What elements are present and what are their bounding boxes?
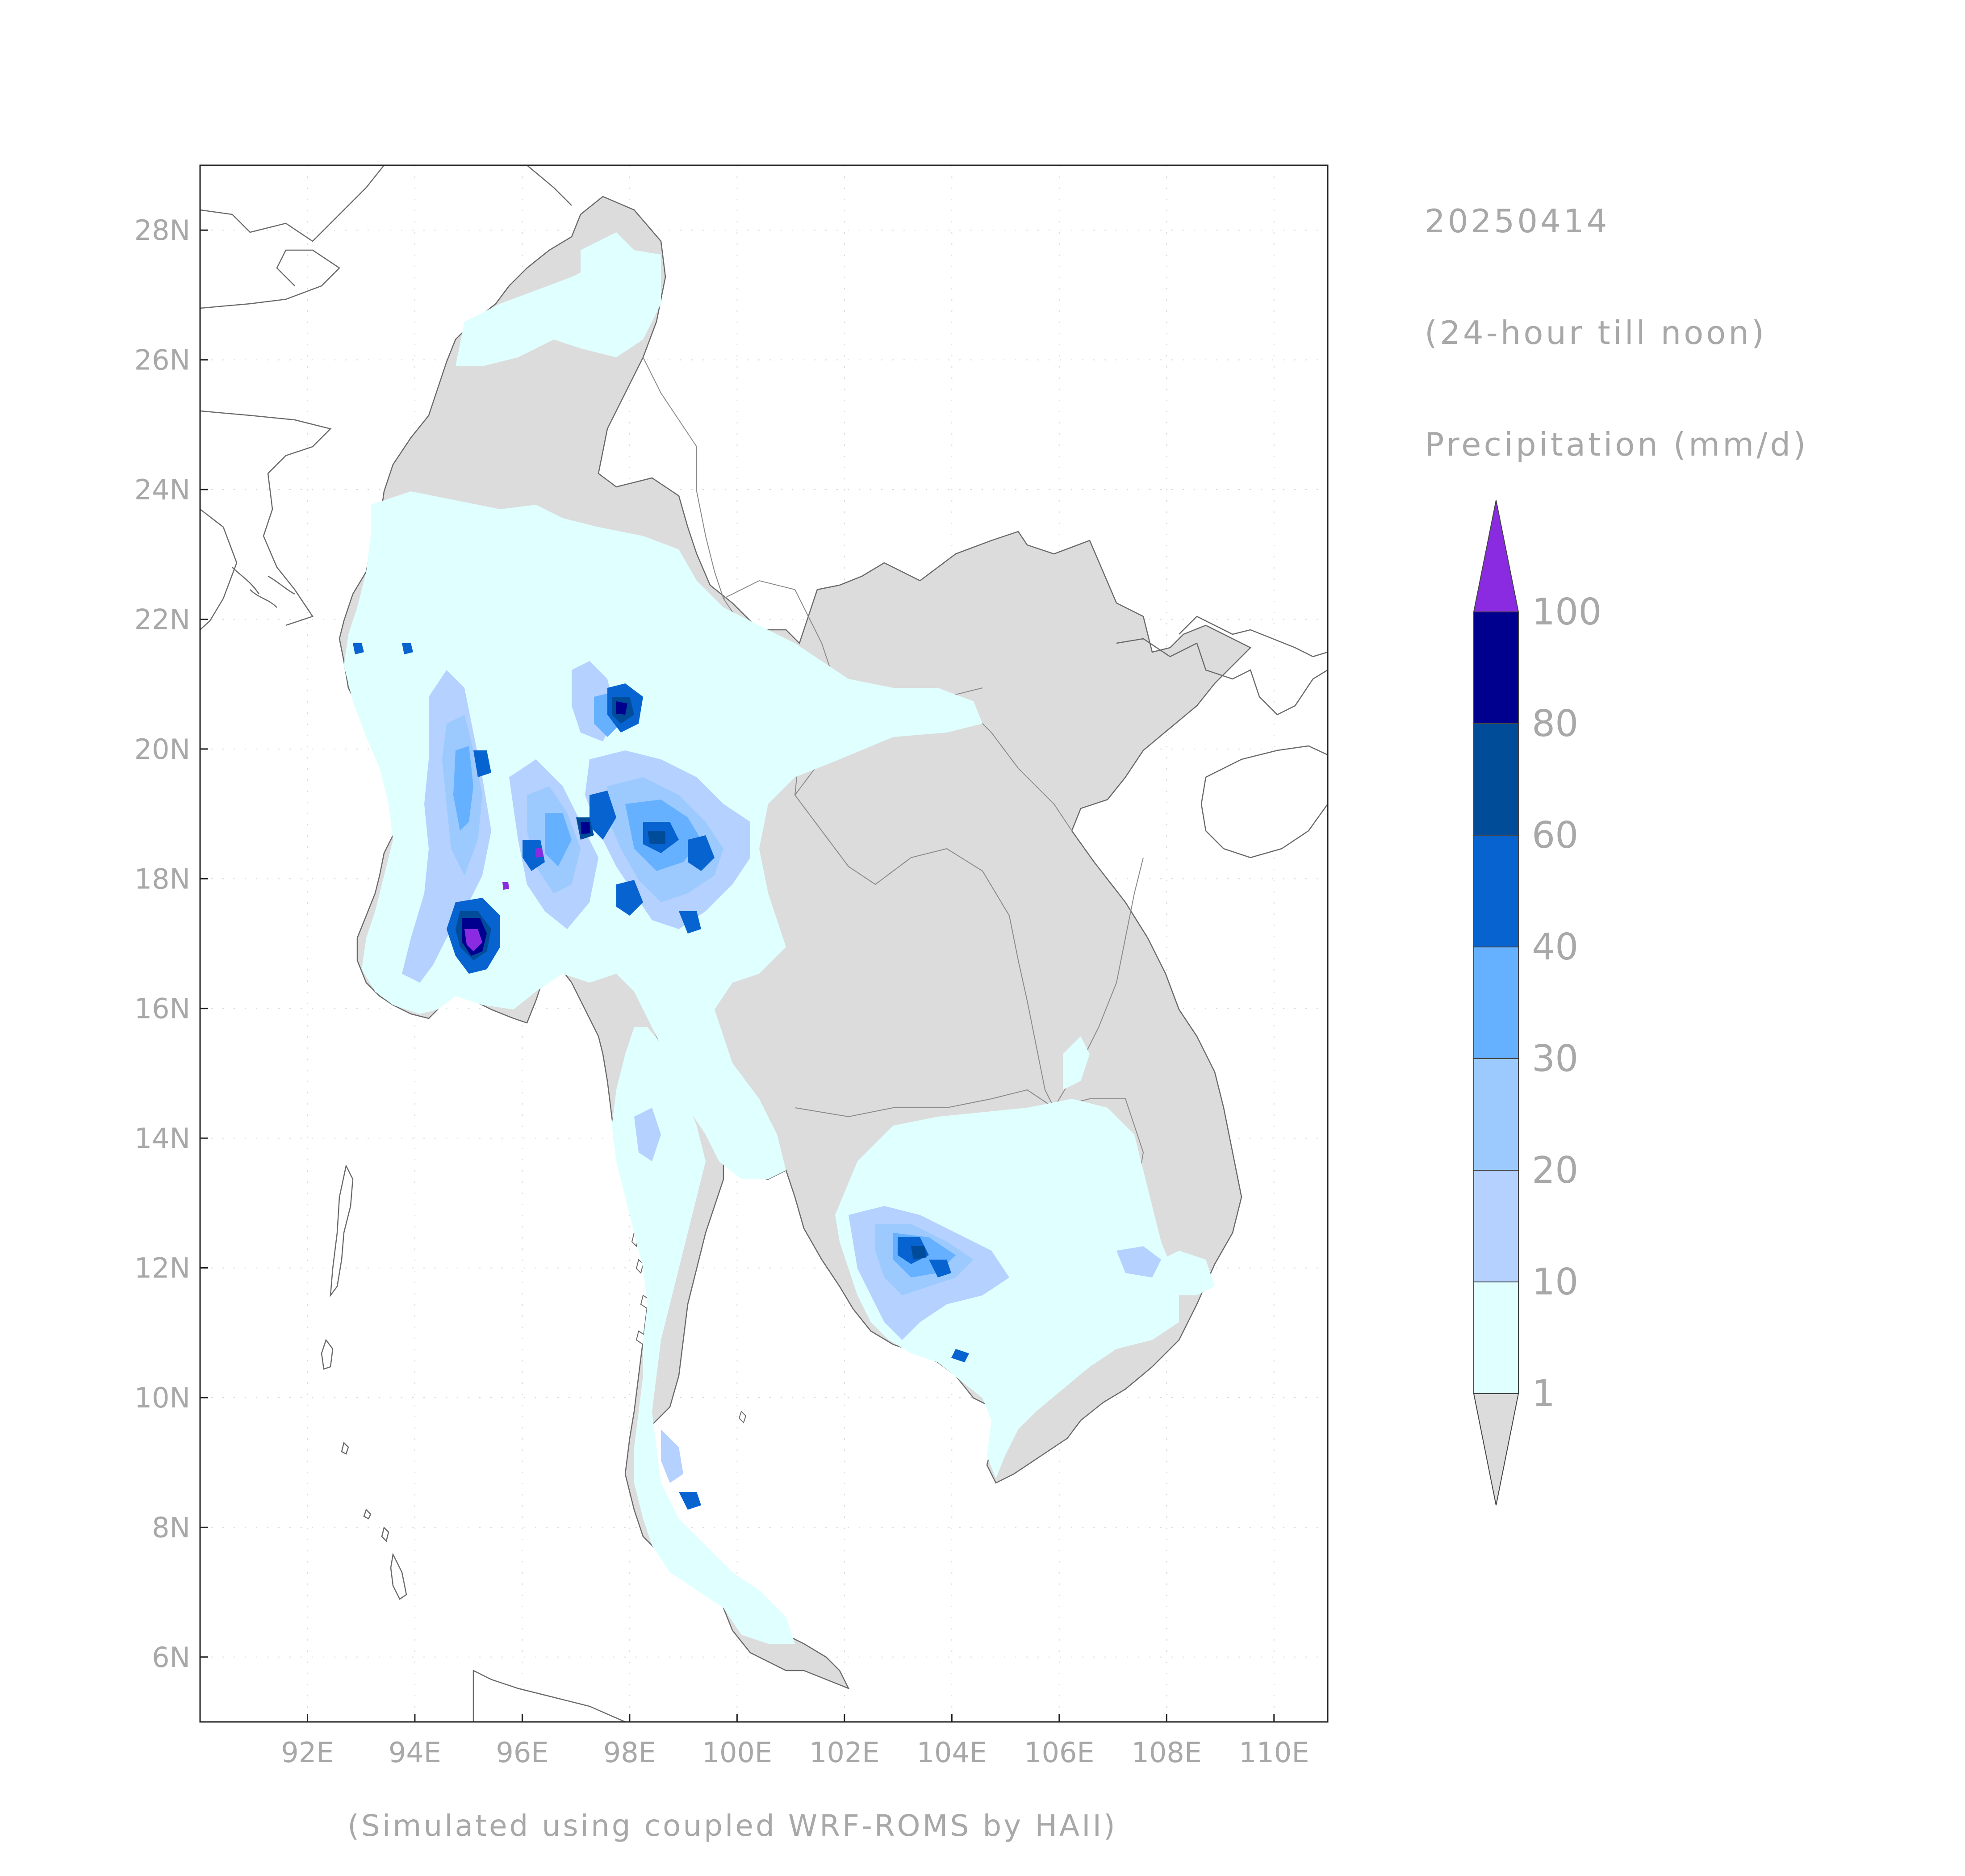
colorbar-segment bbox=[1473, 611, 1519, 724]
tick-label-lat: 22N bbox=[134, 603, 190, 636]
tick-label-lon: 108E bbox=[1132, 1736, 1202, 1769]
border-india-east bbox=[200, 410, 332, 626]
colorbar-segment bbox=[1473, 946, 1519, 1059]
colorbar-top-triangle bbox=[1473, 500, 1519, 612]
tick-label-lon: 106E bbox=[1024, 1736, 1095, 1769]
colorbar-label: 100 bbox=[1532, 591, 1602, 633]
tick-label-lon: 110E bbox=[1239, 1736, 1309, 1769]
credit-label: (Simulated using coupled WRF-ROMS by HAI… bbox=[347, 1809, 1117, 1843]
colorbar-segment bbox=[1473, 723, 1519, 836]
colorbar-bottom-triangle bbox=[1473, 1393, 1519, 1506]
map-border bbox=[199, 164, 1329, 1723]
coast-china-south bbox=[1116, 638, 1328, 716]
coastline-west bbox=[200, 165, 385, 242]
tick-label-lon: 94E bbox=[389, 1736, 441, 1769]
colorbar-label: 1 bbox=[1532, 1373, 1555, 1415]
border-bangladesh bbox=[200, 249, 340, 309]
colorbar-label: 10 bbox=[1532, 1261, 1578, 1303]
tick-label-lat: 6N bbox=[152, 1641, 190, 1674]
period-label: (24-hour till noon) bbox=[1425, 314, 1767, 352]
colorbar-segment bbox=[1473, 1281, 1519, 1394]
tick-label-lat: 12N bbox=[134, 1252, 190, 1285]
tick-label-lon: 102E bbox=[809, 1736, 880, 1769]
tick-label-lat: 10N bbox=[134, 1382, 190, 1414]
colorbar-segment bbox=[1473, 1058, 1519, 1171]
colorbar-label: 30 bbox=[1532, 1038, 1578, 1080]
tick-label-lat: 26N bbox=[134, 344, 190, 377]
map-area bbox=[200, 165, 1328, 1722]
date-label: 20250414 bbox=[1425, 202, 1610, 240]
colorbar-label: 20 bbox=[1532, 1149, 1578, 1192]
colorbar-segment bbox=[1473, 1170, 1519, 1282]
tick-label-lat: 14N bbox=[134, 1122, 190, 1155]
variable-label: Precipitation (mm/d) bbox=[1425, 426, 1808, 463]
tick-label-lon: 92E bbox=[281, 1736, 334, 1769]
tick-label-lat: 24N bbox=[134, 473, 190, 506]
tick-label-lat: 16N bbox=[134, 992, 190, 1025]
colorbar-segment bbox=[1473, 835, 1519, 947]
colorbar-label: 60 bbox=[1532, 814, 1578, 857]
land-sumatra bbox=[472, 1669, 626, 1722]
tick-label-lat: 8N bbox=[152, 1511, 190, 1544]
tick-label-lon: 98E bbox=[603, 1736, 656, 1769]
colorbar-legend: 100 80 60 40 30 20 10 1 bbox=[1473, 500, 1602, 1506]
tick-label-lon: 104E bbox=[917, 1736, 987, 1769]
tick-label-lat: 28N bbox=[134, 214, 190, 247]
map-axes: 92E 94E 96E 98E 100E 102E 104E 106E 108E 110E 6N 8N… bbox=[134, 214, 1309, 1769]
colorbar-label: 80 bbox=[1532, 703, 1578, 745]
tick-label-lat: 20N bbox=[134, 733, 190, 766]
precip-above-100 bbox=[464, 848, 543, 951]
coast-china-bay bbox=[1179, 616, 1328, 657]
tick-label-lat: 18N bbox=[134, 863, 190, 895]
tick-label-lon: 100E bbox=[702, 1736, 773, 1769]
colorbar-label: 40 bbox=[1532, 926, 1578, 968]
coast-bangladesh bbox=[200, 509, 238, 630]
land-hainan bbox=[1200, 745, 1328, 858]
border-china-north bbox=[527, 165, 572, 206]
tick-label-lon: 96E bbox=[496, 1736, 548, 1769]
coast-islands-delta bbox=[232, 567, 295, 608]
islands-andaman bbox=[321, 1164, 407, 1600]
